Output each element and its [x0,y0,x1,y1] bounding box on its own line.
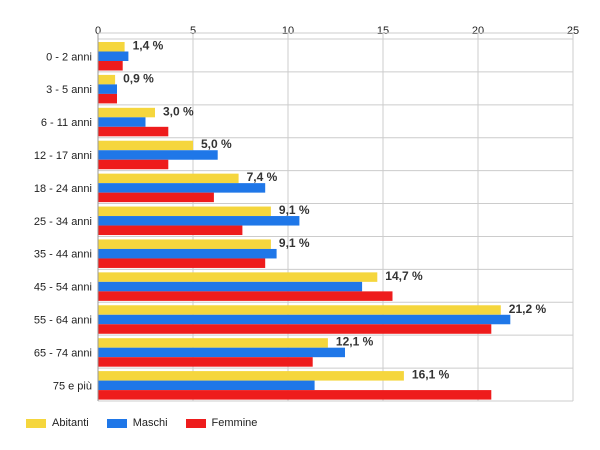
legend-label-abitanti: Abitanti [52,417,89,429]
y-tick-label: 3 - 5 anni [46,84,92,96]
legend-swatch-maschi [106,418,127,428]
y-tick-label: 35 - 44 anni [34,249,92,261]
x-tick-label: 20 [472,25,484,37]
bar-femmine-25-34-anni [98,225,243,236]
bar-maschi-6-11-anni [98,117,146,127]
legend-item-femmine: Femmine [185,417,258,429]
data-label: 5,0 % [201,137,232,151]
data-label: 9,1 % [279,236,310,250]
data-label: 3,0 % [163,104,194,118]
bar-abitanti-12-17-anni [98,140,193,151]
bar-femmine-75-e-pi [98,390,492,400]
gridlines [97,33,574,402]
bar-maschi-45-54-anni [98,281,363,292]
bar-abitanti-75-e-pi [98,371,404,381]
data-label: 9,1 % [279,203,310,217]
bars [98,42,511,400]
y-tick-label: 0 - 2 anni [46,51,92,63]
bar-femmine-6-11-anni [98,126,169,137]
bar-maschi-0-2-anni [98,51,129,61]
bar-femmine-0-2-anni [98,61,123,71]
bar-abitanti-45-54-anni [98,272,378,282]
y-tick-label: 55 - 64 anni [34,315,92,327]
bar-maschi-18-24-anni [98,183,266,193]
bar-femmine-65-74-anni [98,357,313,367]
legend-label-femmine: Femmine [211,417,258,429]
bar-abitanti-6-11-anni [98,107,155,118]
y-tick-label: 6 - 11 anni [41,117,92,129]
bar-abitanti-18-24-anni [98,173,239,184]
data-label: 1,4 % [133,39,164,53]
y-tick-label: 25 - 34 anni [34,216,92,228]
bar-maschi-75-e-pi [98,380,315,391]
bar-maschi-65-74-anni [98,347,345,358]
data-label: 21,2 % [509,302,547,316]
data-label: 0,9 % [123,71,154,85]
y-tick-label: 18 - 24 anni [34,183,92,195]
bar-abitanti-55-64-anni [98,305,501,315]
x-tick-label: 25 [567,25,579,37]
x-tick-label: 15 [377,25,389,37]
y-tick-label: 75 e più [53,380,92,392]
legend-swatch-femmine [185,418,206,428]
bar-maschi-55-64-anni [98,314,511,325]
bar-maschi-12-17-anni [98,150,218,160]
bar-femmine-18-24-anni [98,192,214,203]
y-tick-label: 12 - 17 anni [34,150,92,162]
bar-femmine-12-17-anni [98,159,169,170]
bar-femmine-3-5-anni [98,93,117,104]
data-label: 7,4 % [247,170,278,184]
x-tick-label: 10 [282,25,294,37]
data-label: 16,1 % [412,368,450,382]
axes: 0 5 10 15 20 25 0 - 2 anni 3 - 5 anni 6 - 11 ann… [34,25,579,401]
data-label: 12,1 % [336,335,374,349]
x-tick-label: 0 [95,25,101,37]
bar-femmine-45-54-anni [98,291,393,301]
legend-label-maschi: Maschi [132,417,168,429]
bar-abitanti-3-5-anni [98,74,116,85]
data-label: 14,7 % [385,269,423,283]
bar-maschi-35-44-anni [98,248,277,259]
legend: Abitanti Maschi Femmine [26,417,275,429]
bar-abitanti-0-2-anni [98,42,125,52]
data-labels: 1,4 % 0,9 % 3,0 % 5,0 % 7,4 % 9,1 % 9,1 % 14,7 … [123,39,546,382]
bar-maschi-25-34-anni [98,216,300,226]
bar-femmine-55-64-anni [98,324,492,334]
bar-abitanti-35-44-anni [98,239,271,249]
y-tick-label: 65 - 74 anni [34,347,92,359]
bar-maschi-3-5-anni [98,84,117,94]
legend-item-abitanti: Abitanti [26,417,89,429]
bar-abitanti-65-74-anni [98,338,328,348]
bar-abitanti-25-34-anni [98,206,271,217]
y-tick-label: 45 - 54 anni [34,282,92,294]
legend-swatch-abitanti [26,418,46,428]
legend-item-maschi: Maschi [106,417,168,429]
bar-femmine-35-44-anni [98,258,266,268]
x-tick-label: 5 [190,25,196,37]
